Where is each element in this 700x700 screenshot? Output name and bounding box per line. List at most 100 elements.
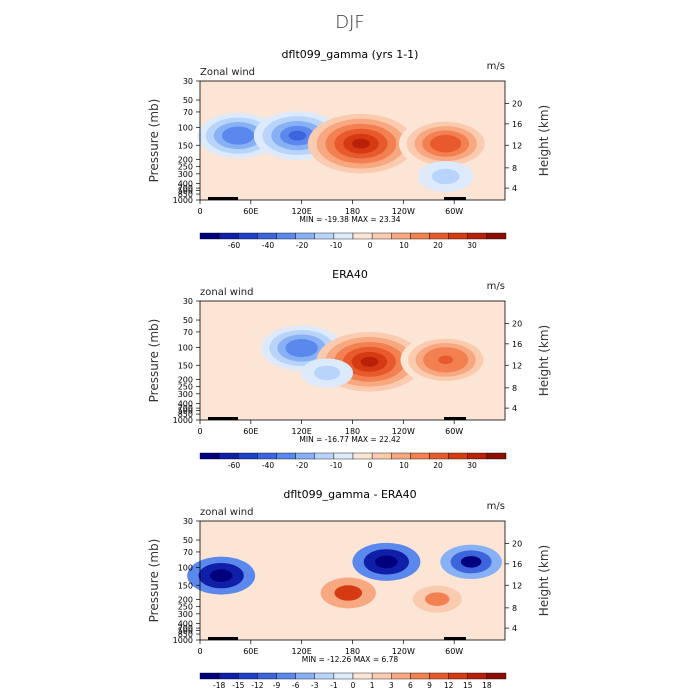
x-tick-label: 0 [197, 427, 202, 436]
chart-panel-1: dflt099_gamma (yrs 1-1) Zonal wind m/s 30 50… [147, 48, 551, 250]
colorbar-swatch [429, 452, 449, 460]
x-tick-label: 120E [292, 647, 312, 656]
colorbar-label: -18 [213, 681, 225, 690]
y2-tick-label: 20 [512, 320, 522, 329]
contour-feature-0-level-2 [209, 569, 233, 582]
y-tick-label: 1000 [173, 636, 193, 645]
y-tick-label: 250 [178, 163, 193, 172]
topography-mask [208, 417, 238, 420]
colorbar-label: 15 [463, 681, 473, 690]
colorbar-swatch [448, 452, 468, 460]
contour-feature-3-level-1 [314, 365, 341, 381]
y-tick-label: 400 [178, 179, 193, 188]
units-label: m/s [487, 501, 505, 512]
y2-tick-label: 16 [512, 560, 522, 569]
colorbar-swatch [371, 232, 392, 240]
colorbar-label: 18 [482, 681, 492, 690]
y-tick-label: 700 [178, 404, 193, 413]
colorbar-swatch [218, 672, 239, 680]
units-label: m/s [487, 281, 505, 292]
contour-feature-0-level-4 [230, 131, 247, 141]
y-tick-label: 400 [178, 619, 193, 628]
y-tick-label: 30 [183, 297, 193, 306]
x-tick-label: 180 [345, 207, 360, 216]
y-tick-label: 300 [178, 610, 193, 619]
colorbar-label: 20 [433, 461, 443, 470]
y-tick-label: 700 [178, 624, 193, 633]
colorbar-swatch [467, 672, 488, 680]
colorbar-swatch [391, 452, 411, 460]
y2-tick-label: 16 [512, 120, 522, 129]
contour-feature-2-level-5 [438, 355, 454, 365]
x-tick-label: 120E [292, 207, 312, 216]
y2-tick-label: 8 [512, 164, 517, 173]
colorbar-swatch [199, 672, 220, 680]
y-tick-label: 100 [178, 343, 193, 352]
colorbar-swatch [352, 672, 373, 680]
y-axis-label: Pressure (mb) [147, 319, 161, 403]
y-tick-label: 850 [178, 410, 193, 419]
colorbar-swatch [238, 232, 258, 240]
topography-mask [444, 637, 466, 640]
colorbar-label: -9 [273, 681, 281, 690]
colorbar-swatch [429, 232, 449, 240]
colorbar-label: 12 [444, 681, 454, 690]
colorbar-label: 0 [351, 681, 356, 690]
y-tick-label: 850 [178, 630, 193, 639]
colorbar-swatch [467, 452, 488, 460]
colorbar-swatch [199, 232, 220, 240]
colorbar-swatch [333, 452, 354, 460]
colorbar-swatch [486, 452, 507, 460]
y-tick-label: 250 [178, 603, 193, 612]
colorbar-swatch [238, 672, 258, 680]
colorbar-swatch [257, 672, 277, 680]
colorbar-label: -1 [330, 681, 338, 690]
x-tick-label: 180 [345, 647, 360, 656]
y-tick-label: 1000 [173, 416, 193, 425]
y-tick-label: 200 [178, 376, 193, 385]
contour-feature-1-level-2 [375, 555, 398, 569]
x-tick-label: 60W [445, 207, 463, 216]
colorbar-label: 6 [408, 681, 413, 690]
y2-tick-label: 4 [512, 184, 517, 193]
y-tick-label: 70 [183, 328, 193, 337]
colorbar-swatch [448, 232, 468, 240]
y-tick-label: 50 [183, 536, 193, 545]
colorbar-swatch [410, 232, 430, 240]
y2-tick-label: 20 [512, 540, 522, 549]
colorbar-label: 30 [467, 461, 477, 470]
colorbar-swatch [352, 452, 373, 460]
colorbar-swatch [486, 232, 507, 240]
y-tick-label: 30 [183, 517, 193, 526]
y2-tick-label: 12 [512, 581, 522, 590]
y-tick-label: 70 [183, 548, 193, 557]
colorbar-swatch [218, 452, 239, 460]
x-tick-label: 60E [243, 207, 258, 216]
colorbar-swatch [314, 452, 335, 460]
colorbar-swatch [410, 672, 430, 680]
colorbar-swatch [352, 232, 373, 240]
min-max-stats: MIN = -12.26 MAX = 6.78 [302, 655, 399, 664]
colorbar-swatch [276, 672, 296, 680]
x-tick-label: 0 [197, 207, 202, 216]
colorbar-label: -40 [262, 461, 274, 470]
colorbar-label: -60 [228, 461, 240, 470]
y-tick-label: 850 [178, 190, 193, 199]
y2-tick-label: 12 [512, 361, 522, 370]
x-tick-label: 180 [345, 427, 360, 436]
colorbar-swatch [276, 452, 296, 460]
colorbar-swatch [371, 672, 392, 680]
y-tick-label: 150 [178, 141, 193, 150]
colorbar-swatch [410, 452, 430, 460]
colorbar-label: -20 [296, 241, 308, 250]
colorbar-swatch [333, 672, 354, 680]
colorbar-label: -15 [232, 681, 244, 690]
page-title: DJF [335, 12, 365, 33]
topography-mask [444, 197, 466, 200]
y2-tick-label: 20 [512, 100, 522, 109]
panel-title: ERA40 [332, 268, 368, 281]
colorbar-label: 9 [427, 681, 432, 690]
y2-tick-label: 12 [512, 141, 522, 150]
